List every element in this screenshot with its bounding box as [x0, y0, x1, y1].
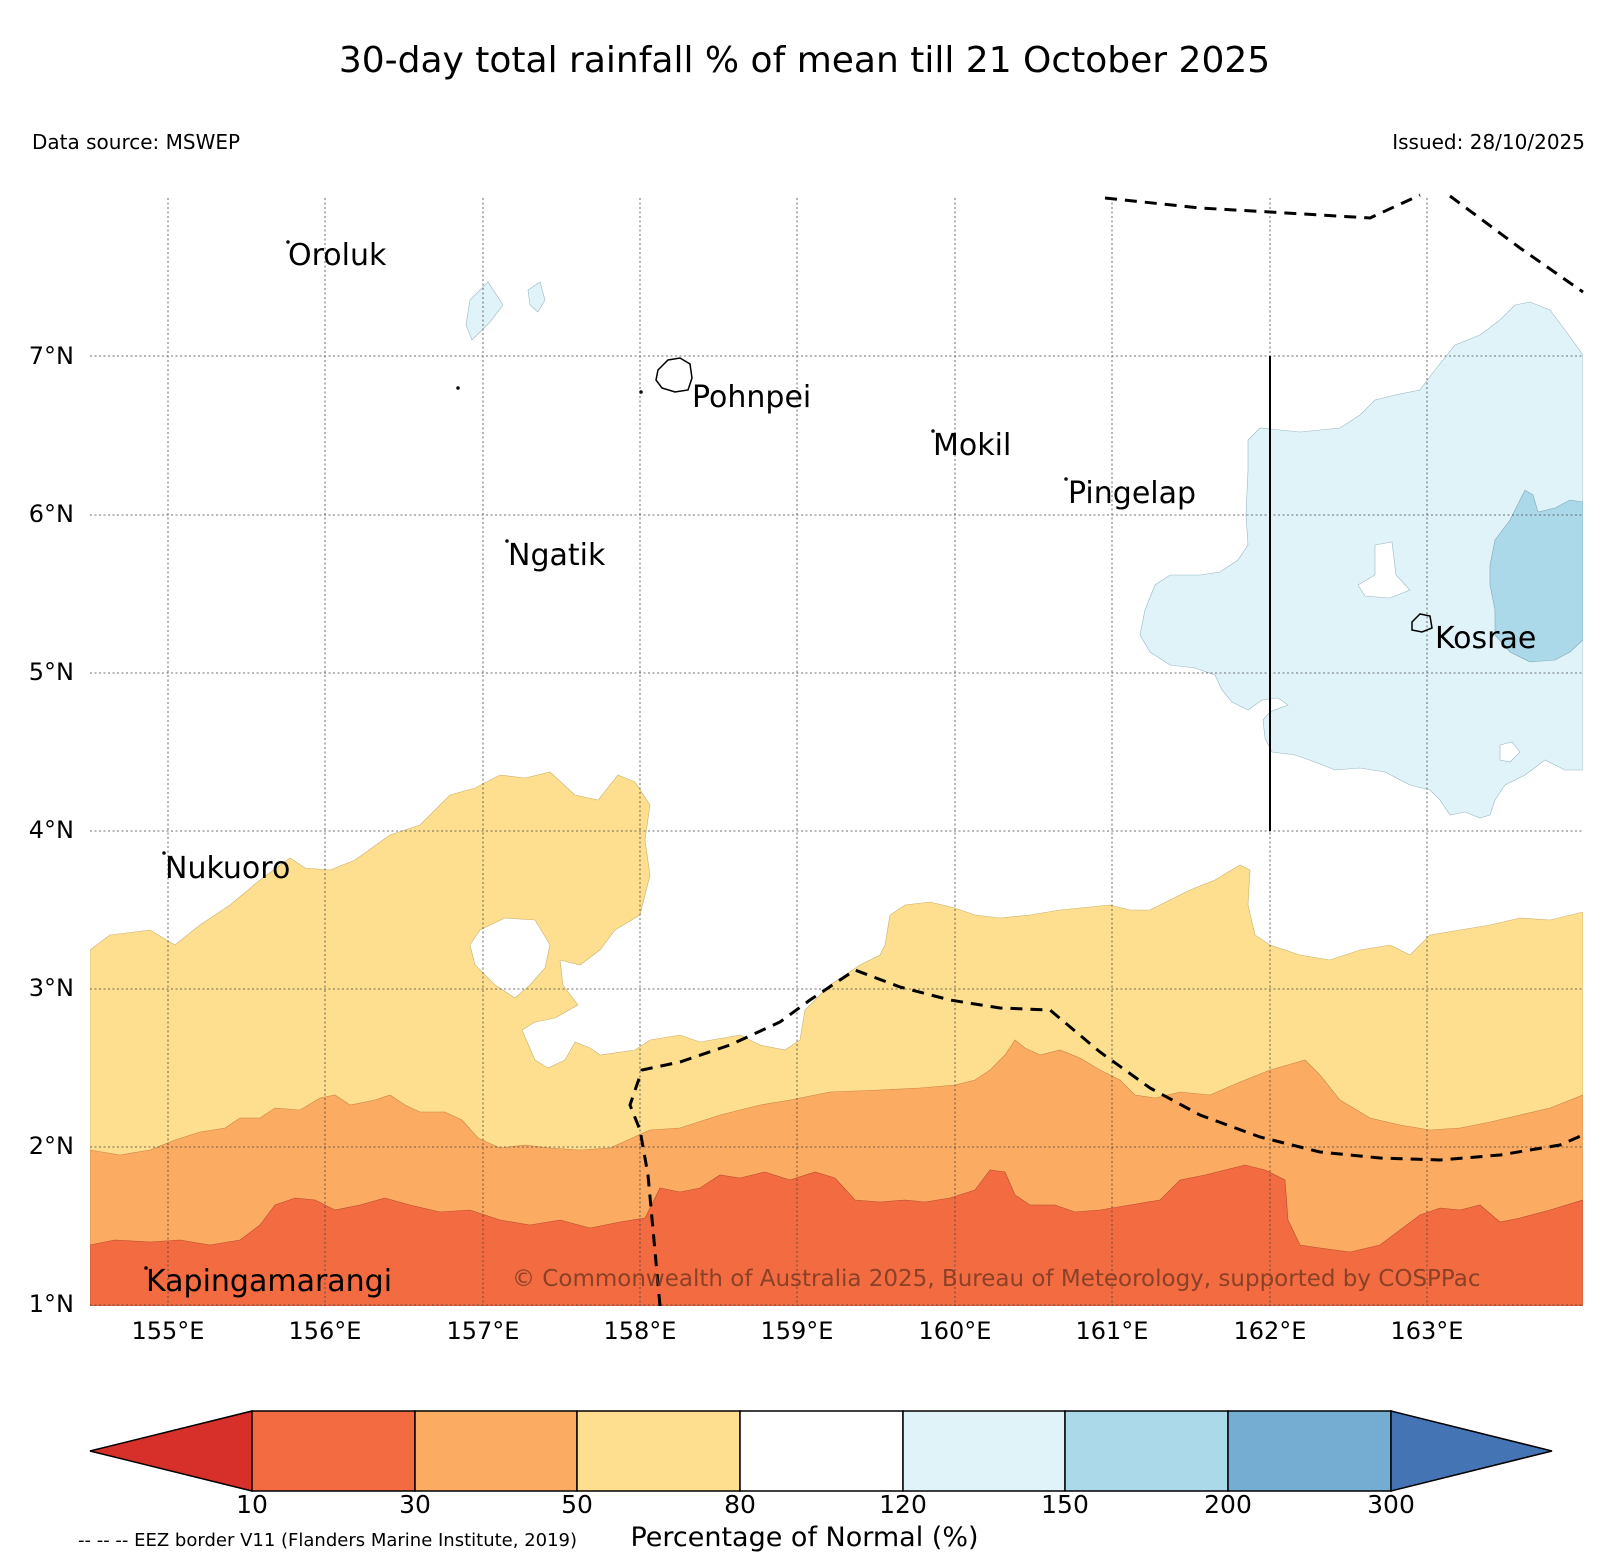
- eez-legend-note: -- -- -- EEZ border V11 (Flanders Marine…: [78, 1530, 578, 1551]
- kosrae-outline: [1411, 613, 1433, 633]
- colorbar-tick: 200: [1204, 1490, 1252, 1519]
- contour-10-30: [90, 1164, 1583, 1306]
- island-outlines: [144, 240, 1433, 1270]
- place-pingelap: Pingelap: [1068, 476, 1197, 511]
- colorbar-tick: 10: [236, 1490, 268, 1519]
- colorbar-label: Percentage of Normal (%): [630, 1522, 979, 1553]
- colorbar-tick: 120: [879, 1490, 927, 1519]
- pohnpei-outline: [655, 357, 693, 393]
- colorbar-tick: 30: [399, 1490, 431, 1519]
- lat-label-4n: 4°N: [28, 816, 74, 844]
- colorbar-120-150: [902, 1410, 1066, 1492]
- colorbar-30-50: [414, 1410, 578, 1492]
- place-nukuoro: Nukuoro: [165, 851, 291, 886]
- copyright-notice: © Commonwealth of Australia 2025, Bureau…: [512, 1266, 1481, 1292]
- contour-80-120-hole-2: [1357, 541, 1411, 599]
- colorbar-tick: 300: [1367, 1490, 1415, 1519]
- lon-label-157e: 157°E: [446, 1317, 520, 1345]
- contour-80-120-hole-3: [1499, 741, 1521, 763]
- contour-80-120-hole-1: [469, 917, 551, 999]
- lat-label-3n: 3°N: [28, 974, 74, 1002]
- place-kosrae: Kosrae: [1435, 621, 1537, 656]
- colorbar-above-300: [1390, 1410, 1553, 1492]
- lon-label-163e: 163°E: [1390, 1317, 1464, 1345]
- lon-label-156e: 156°E: [288, 1317, 362, 1345]
- lat-label-2n: 2°N: [28, 1132, 74, 1160]
- colorbar-below-10: [89, 1410, 253, 1492]
- eez-borders: [628, 193, 1584, 1307]
- contour-120-150: [1139, 301, 1583, 819]
- colorbar-150-200: [1064, 1410, 1229, 1492]
- lat-label-5n: 5°N: [28, 658, 74, 686]
- lon-label-162e: 162°E: [1233, 1317, 1307, 1345]
- lat-label-7n: 7°N: [28, 342, 74, 370]
- colorbar-200-300: [1227, 1410, 1392, 1492]
- lat-label-6n: 6°N: [28, 500, 74, 528]
- lon-label-159e: 159°E: [760, 1317, 834, 1345]
- contour-120-150-islet: [527, 281, 546, 313]
- place-pohnpei: Pohnpei: [692, 380, 812, 415]
- map-title: 30-day total rainfall % of mean till 21 …: [338, 40, 1271, 81]
- lat-label-1n: 1°N: [28, 1290, 74, 1318]
- colorbar: [89, 1410, 1553, 1492]
- colorbar-80-120: [739, 1410, 904, 1492]
- place-kapingamarangi: Kapingamarangi: [146, 1264, 393, 1299]
- lon-label-158e: 158°E: [603, 1317, 677, 1345]
- data-source: Data source: MSWEP: [32, 130, 241, 154]
- contour-120-150-islet: [465, 281, 504, 341]
- place-mokil: Mokil: [933, 428, 1012, 463]
- colorbar-50-80: [576, 1410, 741, 1492]
- lon-label-160e: 160°E: [918, 1317, 992, 1345]
- issued-date: Issued: 28/10/2025: [1392, 130, 1585, 154]
- colorbar-tick: 50: [561, 1490, 593, 1519]
- place-oroluk: Oroluk: [288, 238, 387, 273]
- lon-label-161e: 161°E: [1075, 1317, 1149, 1345]
- colorbar-tick: 150: [1041, 1490, 1089, 1519]
- colorbar-tick: 80: [724, 1490, 756, 1519]
- lon-label-155e: 155°E: [131, 1317, 205, 1345]
- colorbar-10-30: [251, 1410, 416, 1492]
- rainfall-contours: [90, 281, 1583, 1306]
- place-ngatik: Ngatik: [508, 538, 606, 573]
- contour-150-200: [1489, 489, 1583, 663]
